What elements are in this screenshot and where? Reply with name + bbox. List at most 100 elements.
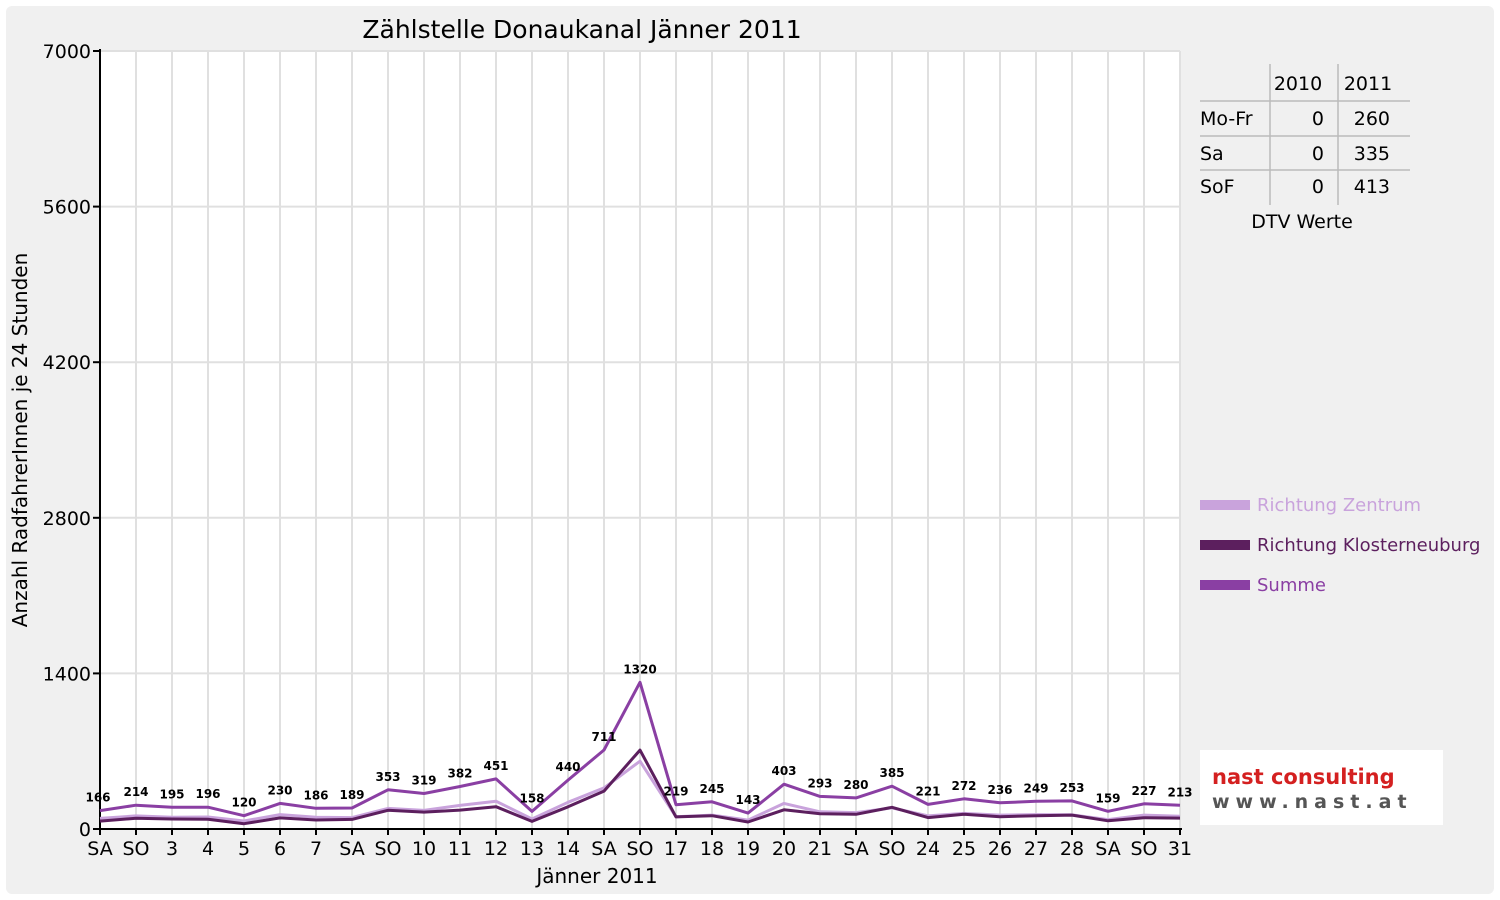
data-label: 166 <box>85 791 110 805</box>
y-tick-label: 7000 <box>43 41 91 63</box>
x-tick-label: 17 <box>664 838 688 860</box>
legend-swatch-zentrum <box>1200 500 1250 510</box>
y-tick-label: 0 <box>79 819 91 841</box>
table-cell: 335 <box>1354 143 1390 165</box>
data-label: 280 <box>843 778 868 792</box>
data-label: 186 <box>303 788 328 802</box>
legend: Richtung Zentrum Richtung Klosterneuburg… <box>1200 495 1480 596</box>
x-tick-label: SA <box>843 838 868 860</box>
nast-consulting-logo: nast consulting www.nast.at <box>1200 750 1443 825</box>
data-label: 711 <box>591 730 616 744</box>
y-tick-label: 2800 <box>43 508 91 530</box>
data-label: 253 <box>1059 781 1084 795</box>
data-label: 189 <box>339 788 364 802</box>
data-label: 159 <box>1095 791 1120 805</box>
x-tick-label: SA <box>591 838 616 860</box>
legend-label-zentrum: Richtung Zentrum <box>1257 495 1421 516</box>
data-label: 440 <box>555 760 580 774</box>
series-lines <box>99 680 1181 826</box>
data-label: 227 <box>1131 784 1156 798</box>
data-label: 1320 <box>623 662 656 676</box>
series-line-klosterneuburg <box>99 748 1181 826</box>
table-cell: 0 <box>1312 176 1324 198</box>
table-header-2011: 2011 <box>1344 73 1392 95</box>
x-tick-label: 10 <box>412 838 436 860</box>
series-line-zentrum <box>99 759 1181 823</box>
x-tick-label: 7 <box>310 838 322 860</box>
x-tick-label: 26 <box>988 838 1012 860</box>
series-line-summe <box>99 680 1181 818</box>
logo-text: nast consulting <box>1212 765 1395 789</box>
legend-swatch-klosterneuburg <box>1200 540 1250 550</box>
data-label: 158 <box>519 791 544 805</box>
grid <box>99 50 1181 830</box>
x-tick-label: 3 <box>166 838 178 860</box>
y-ticks: 0 1400 2800 4200 5600 7000 <box>43 41 100 841</box>
x-tick-label: 12 <box>484 838 508 860</box>
x-tick-label: 14 <box>556 838 580 860</box>
data-label: 403 <box>771 764 796 778</box>
x-tick-label: SO <box>1130 838 1157 860</box>
data-label: 221 <box>915 784 940 798</box>
x-ticks: SA SO 3 4 5 6 7 SA SO 10 11 12 13 14 SA SO 17 18 19 20 21 SA S… <box>87 829 1192 860</box>
x-tick-label: 28 <box>1060 838 1084 860</box>
table-row-label: Sa <box>1200 143 1224 165</box>
x-tick-label: 24 <box>916 838 940 860</box>
logo-url: www.nast.at <box>1212 791 1413 813</box>
data-label: 385 <box>879 766 904 780</box>
x-tick-label: 21 <box>808 838 832 860</box>
table-cell: 0 <box>1312 143 1324 165</box>
table-caption: DTV Werte <box>1251 211 1353 233</box>
y-tick-label: 1400 <box>43 663 91 685</box>
y-tick-label: 4200 <box>43 352 91 374</box>
x-tick-label: 31 <box>1168 838 1192 860</box>
x-tick-label: 20 <box>772 838 796 860</box>
table-header-2010: 2010 <box>1274 73 1322 95</box>
x-axis-label: Jänner 2011 <box>534 864 657 888</box>
data-label: 319 <box>411 774 436 788</box>
data-label: 236 <box>987 783 1012 797</box>
table-cell: 260 <box>1354 108 1390 130</box>
x-tick-label: SO <box>122 838 149 860</box>
data-label: 382 <box>447 767 472 781</box>
table-cell: 0 <box>1312 108 1324 130</box>
x-tick-label: 11 <box>448 838 472 860</box>
data-label: 249 <box>1023 781 1048 795</box>
data-label: 230 <box>267 783 292 797</box>
data-label: 195 <box>159 787 184 801</box>
legend-label-summe: Summe <box>1257 575 1326 596</box>
x-tick-label: SO <box>374 838 401 860</box>
legend-label-klosterneuburg: Richtung Klosterneuburg <box>1257 535 1480 556</box>
data-label: 293 <box>807 776 832 790</box>
x-tick-label: 19 <box>736 838 760 860</box>
x-tick-label: SO <box>878 838 905 860</box>
y-tick-label: 5600 <box>43 197 91 219</box>
x-tick-label: SO <box>626 838 653 860</box>
y-axis-label: Anzahl RadfahrerInnen je 24 Stunden <box>8 253 32 628</box>
x-tick-label: SA <box>87 838 112 860</box>
data-label: 353 <box>375 770 400 784</box>
x-tick-label: 27 <box>1024 838 1048 860</box>
table-row-label: Mo-Fr <box>1200 108 1253 130</box>
data-label: 143 <box>735 793 760 807</box>
data-label: 451 <box>483 759 508 773</box>
table-row-label: SoF <box>1200 176 1235 198</box>
x-tick-label: 18 <box>700 838 724 860</box>
x-tick-label: SA <box>339 838 364 860</box>
data-label: 245 <box>699 782 724 796</box>
dtv-table: 2010 2011 Mo-Fr 0 260 Sa 0 335 SoF 0 413… <box>1200 64 1410 233</box>
data-label: 120 <box>231 796 256 810</box>
data-labels: 166 214 195 196 120 230 186 189 353 319 382 451 158 4… <box>85 662 1192 809</box>
logo-background <box>1200 750 1443 825</box>
data-label: 219 <box>663 785 688 799</box>
data-label: 214 <box>123 785 148 799</box>
x-tick-label: 25 <box>952 838 976 860</box>
x-tick-label: 5 <box>238 838 250 860</box>
x-tick-label: 4 <box>202 838 214 860</box>
chart-title: Zählstelle Donaukanal Jänner 2011 <box>362 15 801 44</box>
data-label: 272 <box>951 779 976 793</box>
data-label: 196 <box>195 787 220 801</box>
x-tick-label: SA <box>1095 838 1120 860</box>
x-tick-label: 13 <box>520 838 544 860</box>
